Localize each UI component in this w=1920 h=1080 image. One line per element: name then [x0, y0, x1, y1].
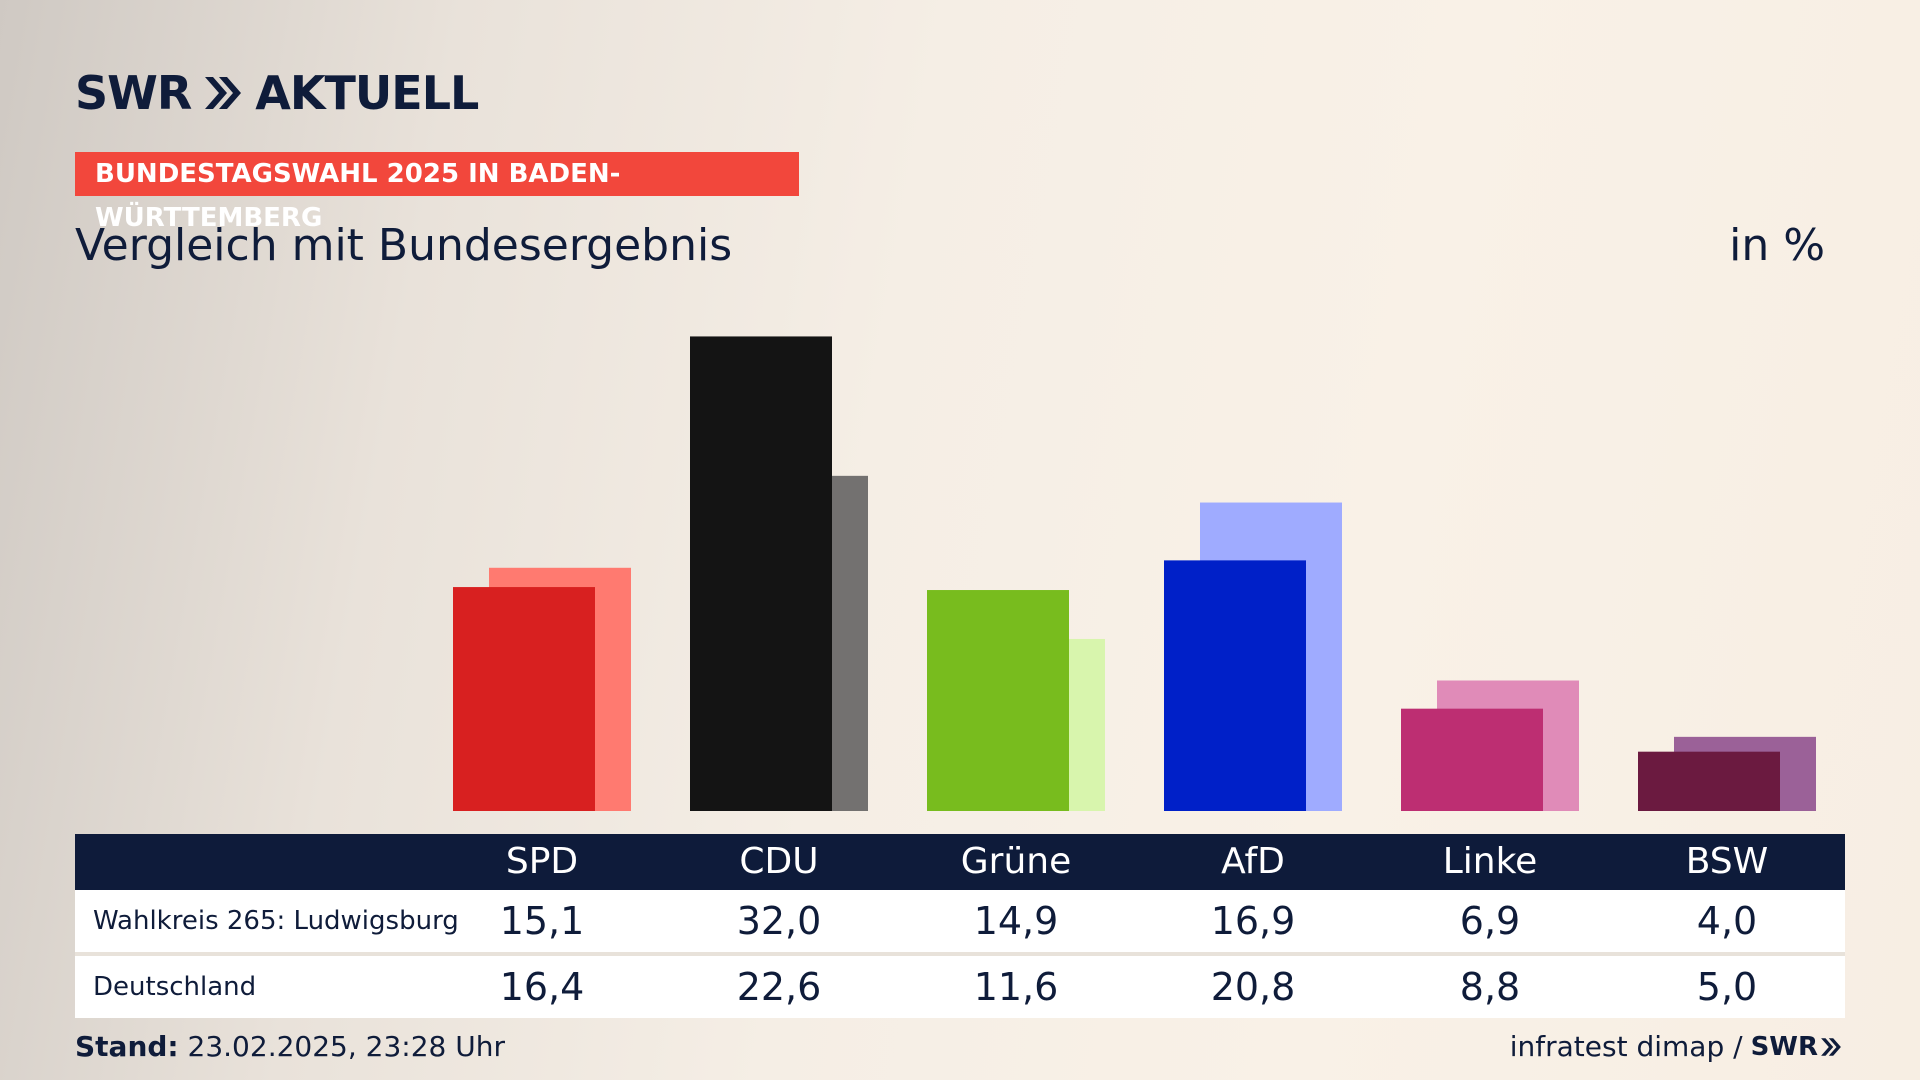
- stand-value: 23.02.2025, 23:28 Uhr: [187, 1030, 505, 1063]
- value-label: 20,8: [1210, 965, 1296, 1009]
- value-label: 8,8: [1459, 965, 1521, 1009]
- row-separator: [75, 952, 1845, 956]
- row-label: Deutschland: [93, 972, 257, 1002]
- value-label: 16,9: [1210, 899, 1296, 943]
- party-header: BSW: [1685, 841, 1769, 882]
- stand-label: Stand:: [75, 1030, 179, 1063]
- party-header: Linke: [1442, 841, 1538, 882]
- bar-wahlkreis-bsw: [1638, 751, 1780, 811]
- swr-aktuell-logo: SWR AKTUELL: [75, 66, 479, 120]
- party-header: SPD: [505, 841, 579, 882]
- unit-label: in %: [1729, 220, 1825, 271]
- bar-wahlkreis-gruene: [927, 590, 1069, 811]
- brand-product: AKTUELL: [255, 66, 479, 120]
- election-badge: BUNDESTAGSWAHL 2025 IN BADEN-WÜRTTEMBERG: [75, 152, 799, 233]
- swr-small-logo: SWR: [1751, 1032, 1842, 1062]
- bar-wahlkreis-spd: [453, 587, 595, 811]
- brand-name: SWR: [75, 66, 192, 120]
- results-table: SPD CDU Grüne AfD Linke BSW Wahlkreis 265: Lu…: [75, 834, 1845, 1018]
- source-credit: infratest dimap / SWR: [1510, 1030, 1842, 1063]
- value-label: 15,1: [499, 899, 585, 943]
- source-text: infratest dimap /: [1509, 1030, 1743, 1063]
- row-label: Wahlkreis 265: Ludwigsburg: [93, 906, 459, 936]
- party-header: CDU: [739, 841, 819, 882]
- chart-subtitle: Vergleich mit Bundesergebnis: [75, 220, 733, 271]
- table-header: SPD CDU Grüne AfD Linke BSW: [75, 834, 1845, 890]
- table-row: Wahlkreis 265: Ludwigsburg 15,1 32,0 14,9 1…: [75, 890, 1845, 952]
- value-label: 5,0: [1696, 965, 1758, 1009]
- value-label: 6,9: [1459, 899, 1521, 943]
- value-label: 11,6: [973, 965, 1059, 1009]
- double-chevron-icon: [1821, 1037, 1841, 1056]
- value-label: 22,6: [736, 965, 822, 1009]
- value-label: 14,9: [973, 899, 1059, 943]
- double-chevron-icon: [205, 77, 242, 109]
- value-label: 32,0: [736, 899, 822, 943]
- bar-wahlkreis-cdu: [690, 336, 832, 811]
- value-label: 16,4: [499, 965, 585, 1009]
- bar-chart: [453, 336, 1816, 811]
- value-label: 4,0: [1696, 899, 1758, 943]
- bar-wahlkreis-linke: [1401, 708, 1543, 811]
- bar-wahlkreis-afd: [1164, 560, 1306, 811]
- party-header: AfD: [1221, 841, 1285, 882]
- table-row: Deutschland 16,4 22,6 11,6 20,8 8,8 5,0: [75, 956, 1845, 1018]
- timestamp: Stand: 23.02.2025, 23:28 Uhr: [75, 1030, 505, 1063]
- source-brand: SWR: [1750, 1031, 1818, 1062]
- party-header: Grüne: [960, 841, 1072, 882]
